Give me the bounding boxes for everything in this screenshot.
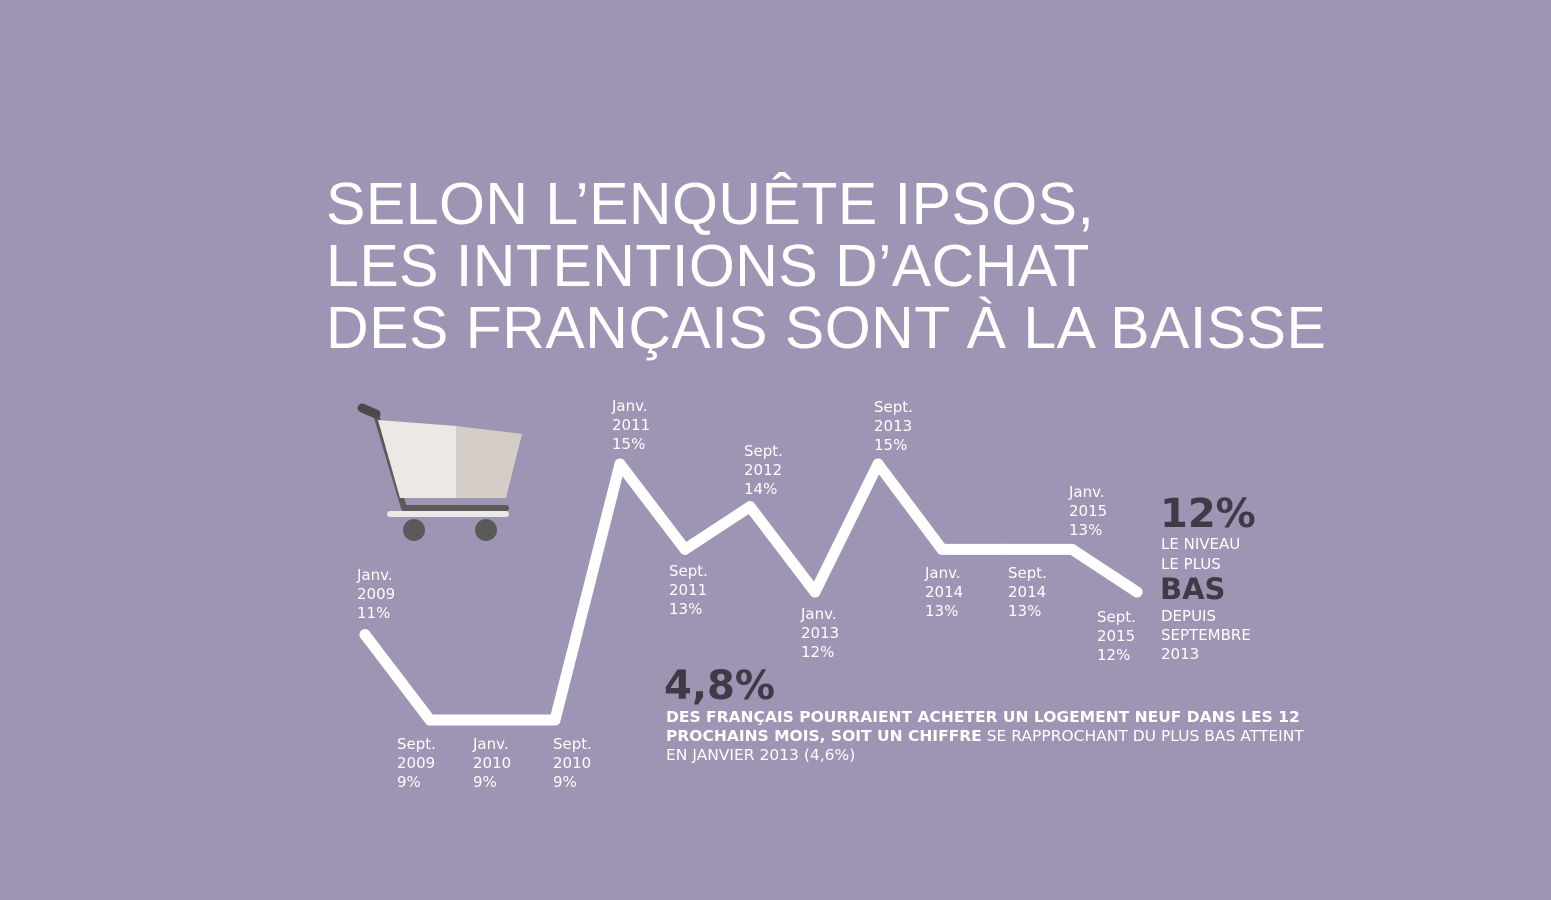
low-level-line2: LE PLUS <box>1161 555 1221 573</box>
housing-description-regular: SE RAPPROCHANT DU PLUS BAS ATTEINT EN JA… <box>666 727 1304 764</box>
point-label-line: 13% <box>1008 602 1041 620</box>
point-label-line: Sept. <box>1008 564 1047 582</box>
point-label-line: Sept. <box>553 735 592 753</box>
point-label: Sept. 2012 14% <box>744 442 783 498</box>
point-label-line: 9% <box>473 773 497 791</box>
point-label-line: Janv. <box>611 397 648 415</box>
point-label-line: 14% <box>744 480 777 498</box>
data-point <box>999 543 1011 555</box>
point-label-line: Sept. <box>744 442 783 460</box>
point-label-line: Janv. <box>924 564 961 582</box>
point-label-line: 9% <box>553 773 577 791</box>
point-label-line: 13% <box>1069 521 1102 539</box>
point-label-line: 13% <box>925 602 958 620</box>
data-point <box>744 501 756 513</box>
point-label-line: 2015 <box>1097 627 1135 645</box>
data-point <box>679 543 691 555</box>
point-label-line: 9% <box>397 773 421 791</box>
point-label: Sept. 2015 12% <box>1097 608 1136 664</box>
point-label-line: 2009 <box>357 585 395 603</box>
point-label-line: 2010 <box>473 754 511 772</box>
housing-description: DES FRANÇAIS POURRAIENT ACHETER UN LOGEM… <box>666 708 1306 765</box>
point-label-line: 2009 <box>397 754 435 772</box>
data-point <box>424 714 436 726</box>
point-label: Sept. 2010 9% <box>553 735 592 791</box>
point-label-line: Sept. <box>397 735 436 753</box>
point-label-line: 13% <box>669 600 702 618</box>
low-level-line1: LE NIVEAU <box>1161 535 1241 553</box>
housing-description-bold: DES FRANÇAIS POURRAIENT ACHETER UN LOGEM… <box>666 708 1300 745</box>
page-title: SELON L’ENQUÊTE IPSOS, LES INTENTIONS D’… <box>326 173 1326 359</box>
point-label-line: 2015 <box>1069 502 1107 520</box>
data-point <box>872 458 884 470</box>
data-point <box>484 714 496 726</box>
data-point <box>614 458 626 470</box>
point-label-group: Janv. 2009 11%Sept. 2009 9%Janv. 2010 9%Sept. 2… <box>356 397 1136 791</box>
point-label: Janv. 2009 11% <box>356 566 395 622</box>
point-label: Janv. 2014 13% <box>924 564 963 620</box>
data-point <box>936 543 948 555</box>
point-label: Sept. 2013 15% <box>874 398 913 454</box>
point-label-line: 12% <box>1097 646 1130 664</box>
point-label-line: 15% <box>612 435 645 453</box>
point-label-line: Janv. <box>356 566 393 584</box>
point-label-line: 11% <box>357 604 390 622</box>
point-label-line: 2013 <box>801 624 839 642</box>
point-label-line: 2014 <box>925 583 963 601</box>
point-label: Sept. 2011 13% <box>669 562 708 618</box>
point-label-line: Sept. <box>874 398 913 416</box>
title-line-1: SELON L’ENQUÊTE IPSOS, <box>326 171 1095 237</box>
point-label-line: 2011 <box>612 416 650 434</box>
point-label: Janv. 2013 12% <box>800 605 839 661</box>
title-line-3: DES FRANÇAIS SONT À LA BAISSE <box>326 295 1327 361</box>
data-point <box>549 714 561 726</box>
point-label-line: Janv. <box>800 605 837 623</box>
point-label-line: 2011 <box>669 581 707 599</box>
point-label-line: Sept. <box>669 562 708 580</box>
series-line-group <box>359 458 1143 726</box>
point-label: Janv. 2010 9% <box>472 735 511 791</box>
point-label-line: 12% <box>801 643 834 661</box>
data-point <box>1066 543 1078 555</box>
point-label-line: Janv. <box>1068 483 1105 501</box>
low-level-value: 12% <box>1160 491 1256 537</box>
point-label: Sept. 2014 13% <box>1008 564 1047 620</box>
point-label: Sept. 2009 9% <box>397 735 436 791</box>
data-point <box>1131 586 1143 598</box>
low-level-line3: DEPUIS SEPTEMBRE 2013 <box>1161 607 1251 663</box>
data-point <box>359 629 371 641</box>
point-label-line: 2013 <box>874 417 912 435</box>
point-label: Janv. 2015 13% <box>1068 483 1107 539</box>
point-label-line: Janv. <box>472 735 509 753</box>
point-label-line: 2014 <box>1008 583 1046 601</box>
shopping-cart-icon <box>357 403 522 541</box>
point-label-line: 2010 <box>553 754 591 772</box>
point-label-line: 2012 <box>744 461 782 479</box>
point-label-line: Sept. <box>1097 608 1136 626</box>
low-level-emphasis: BAS <box>1160 572 1226 606</box>
data-point <box>809 586 821 598</box>
housing-value: 4,8% <box>664 663 775 709</box>
point-label-line: 15% <box>874 436 907 454</box>
title-line-2: LES INTENTIONS D’ACHAT <box>326 233 1090 299</box>
point-label: Janv. 2011 15% <box>611 397 650 453</box>
